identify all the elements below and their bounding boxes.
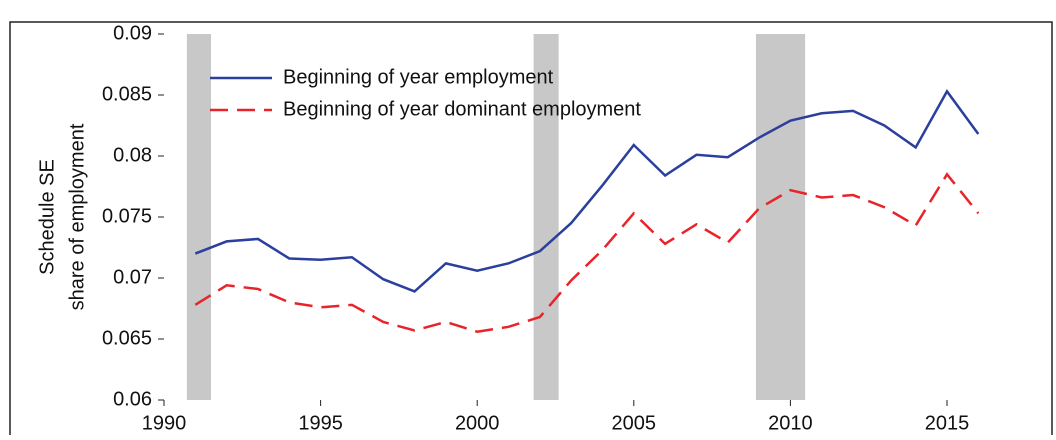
y-tick-label: 0.075: [102, 205, 152, 227]
y-tick-label: 0.09: [113, 22, 152, 44]
y-tick-label: 0.07: [113, 266, 152, 288]
y-axis-label: share of employment: [66, 123, 88, 310]
y-tick-label: 0.08: [113, 144, 152, 166]
recession-band: [186, 34, 211, 400]
recession-band: [533, 34, 559, 400]
x-tick-label: 1990: [142, 412, 187, 434]
y-tick-label: 0.06: [113, 388, 152, 410]
frame: [9, 21, 1053, 440]
recession-band: [755, 34, 806, 400]
y-tick-label: 0.065: [102, 327, 152, 349]
x-tick-label: 2010: [768, 412, 813, 434]
x-tick-label: 1995: [298, 412, 343, 434]
x-tick-label: 2005: [612, 412, 657, 434]
series-line: [194, 89, 980, 293]
legend-label: Beginning of year employment: [283, 66, 554, 88]
y-axis-label: Schedule SE: [36, 159, 58, 275]
x-tick-label: 2000: [455, 412, 500, 434]
y-tick-label: 0.085: [102, 83, 152, 105]
x-tick-label: 2015: [925, 412, 970, 434]
legend-label: Beginning of year dominant employment: [283, 98, 641, 120]
series-line: [194, 172, 980, 333]
